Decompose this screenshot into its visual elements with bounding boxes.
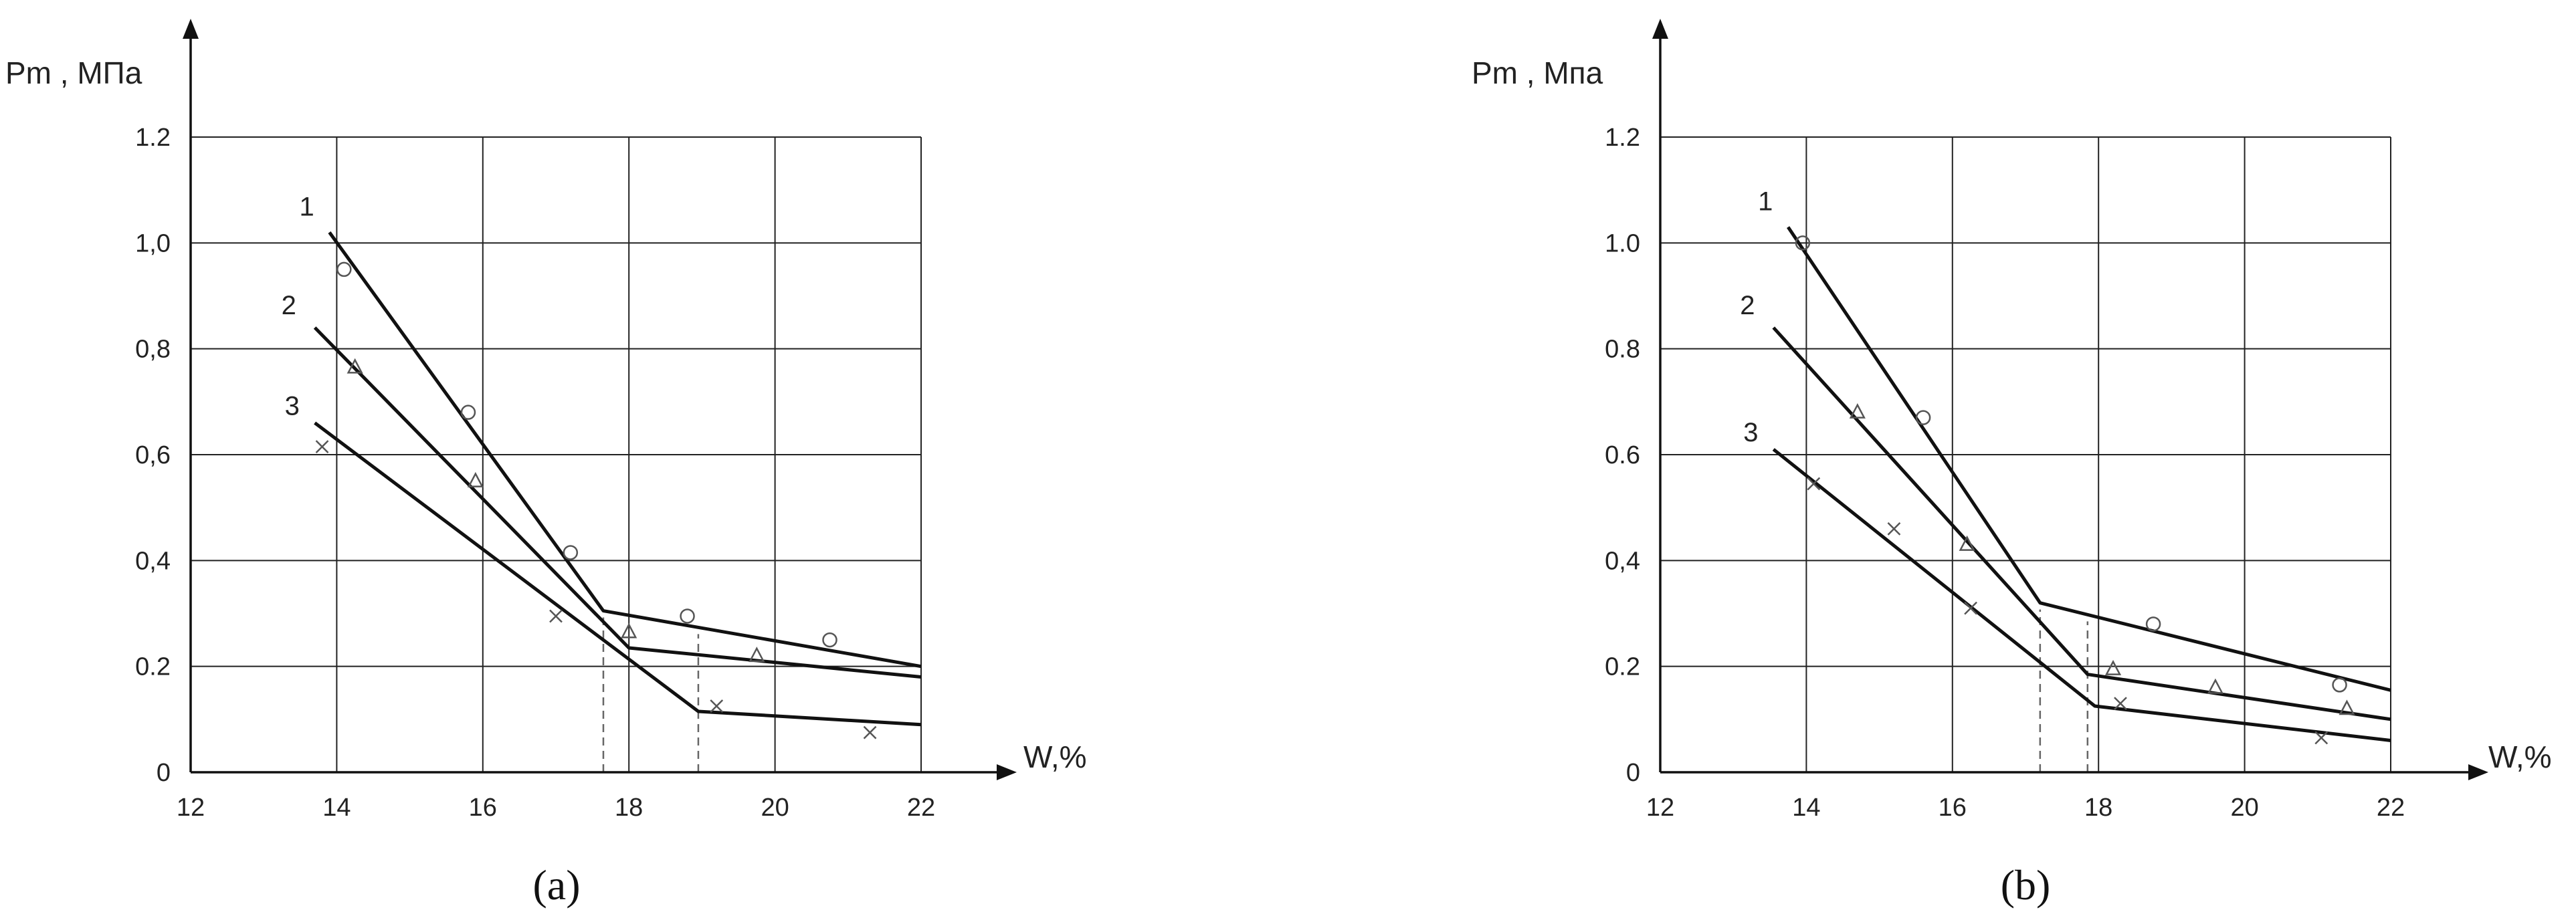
series-line-1	[328, 231, 922, 669]
x-axis-title: W,%	[1023, 739, 1087, 774]
series-line-3	[314, 421, 922, 727]
series-label-2: 2	[1740, 291, 1755, 320]
y-tick-label: 1.0	[1605, 229, 1640, 257]
marker-circle	[336, 261, 352, 277]
y-tick-label: 0.2	[135, 653, 171, 681]
x-tick-label: 12	[177, 794, 205, 822]
y-tick-label: 1.2	[135, 124, 171, 152]
y-tick-label: 0,6	[135, 441, 171, 469]
y-axis-arrow-icon	[183, 19, 199, 39]
marker-cross	[549, 609, 563, 623]
y-tick-label: 0.2	[1605, 653, 1640, 681]
y-tick-label: 0.6	[1605, 441, 1640, 469]
y-tick-label: 1,0	[135, 229, 171, 257]
marker-circle	[822, 632, 837, 648]
marker-circle	[680, 608, 695, 624]
series-line-1	[1787, 226, 2391, 692]
series-label-3: 3	[1743, 418, 1758, 447]
y-axis-title: Pm , МПа	[5, 55, 142, 90]
marker-circle	[2145, 616, 2161, 632]
marker-circle	[1915, 410, 1931, 425]
marker-triangle	[749, 647, 765, 663]
marker-triangle	[1959, 535, 1975, 551]
marker-cross	[2114, 697, 2127, 710]
y-axis-arrow-icon	[1652, 19, 1668, 39]
marker-cross	[2314, 731, 2329, 745]
y-tick-label: 0,4	[1605, 547, 1640, 575]
x-tick-label: 14	[322, 794, 351, 822]
marker-cross	[1964, 601, 1977, 615]
marker-circle	[563, 545, 579, 560]
x-tick-label: 20	[2230, 794, 2258, 822]
marker-triangle	[1849, 403, 1866, 419]
series-line-3	[1772, 448, 2391, 742]
x-axis-arrow-icon	[2468, 764, 2488, 780]
y-tick-label: 1.2	[1605, 124, 1640, 152]
marker-triangle	[2207, 678, 2223, 694]
marker-cross	[315, 440, 329, 454]
series-line-2	[1772, 326, 2391, 721]
marker-triangle	[621, 622, 637, 639]
series-label-1: 1	[299, 193, 314, 222]
series-line-2	[313, 326, 922, 679]
chart-caption: (a)	[532, 861, 580, 909]
x-tick-label: 16	[1939, 794, 1967, 822]
marker-circle	[2332, 677, 2347, 693]
marker-triangle	[467, 471, 484, 487]
marker-triangle	[346, 358, 363, 374]
y-tick-label: 0,4	[135, 547, 171, 575]
series-label-3: 3	[285, 392, 300, 421]
marker-cross	[863, 725, 877, 739]
marker-cross	[1887, 522, 1901, 536]
x-tick-label: 22	[907, 794, 935, 822]
marker-cross	[1807, 477, 1821, 491]
y-tick-label: 0	[1626, 759, 1640, 787]
marker-cross	[710, 699, 724, 713]
y-tick-label: 0,8	[135, 336, 171, 364]
x-axis-arrow-icon	[997, 764, 1017, 780]
marker-triangle	[2104, 659, 2122, 675]
marker-triangle	[2339, 699, 2355, 715]
x-tick-label: 20	[761, 794, 789, 822]
x-tick-label: 14	[1792, 794, 1820, 822]
marker-circle	[460, 405, 476, 420]
x-tick-label: 12	[1646, 794, 1674, 822]
x-tick-label: 18	[615, 794, 643, 822]
chart-caption: (b)	[2001, 861, 2051, 909]
series-label-2: 2	[282, 291, 296, 320]
x-tick-label: 16	[469, 794, 497, 822]
y-axis-title: Pm , Мпа	[1472, 55, 1603, 90]
series-label-1: 1	[1758, 187, 1773, 217]
x-axis-title: W,%	[2488, 739, 2552, 774]
y-tick-label: 0.8	[1605, 336, 1640, 364]
x-tick-label: 22	[2377, 794, 2405, 822]
y-tick-label: 0	[157, 759, 171, 787]
x-tick-label: 18	[2084, 794, 2112, 822]
marker-circle	[1795, 235, 1811, 251]
